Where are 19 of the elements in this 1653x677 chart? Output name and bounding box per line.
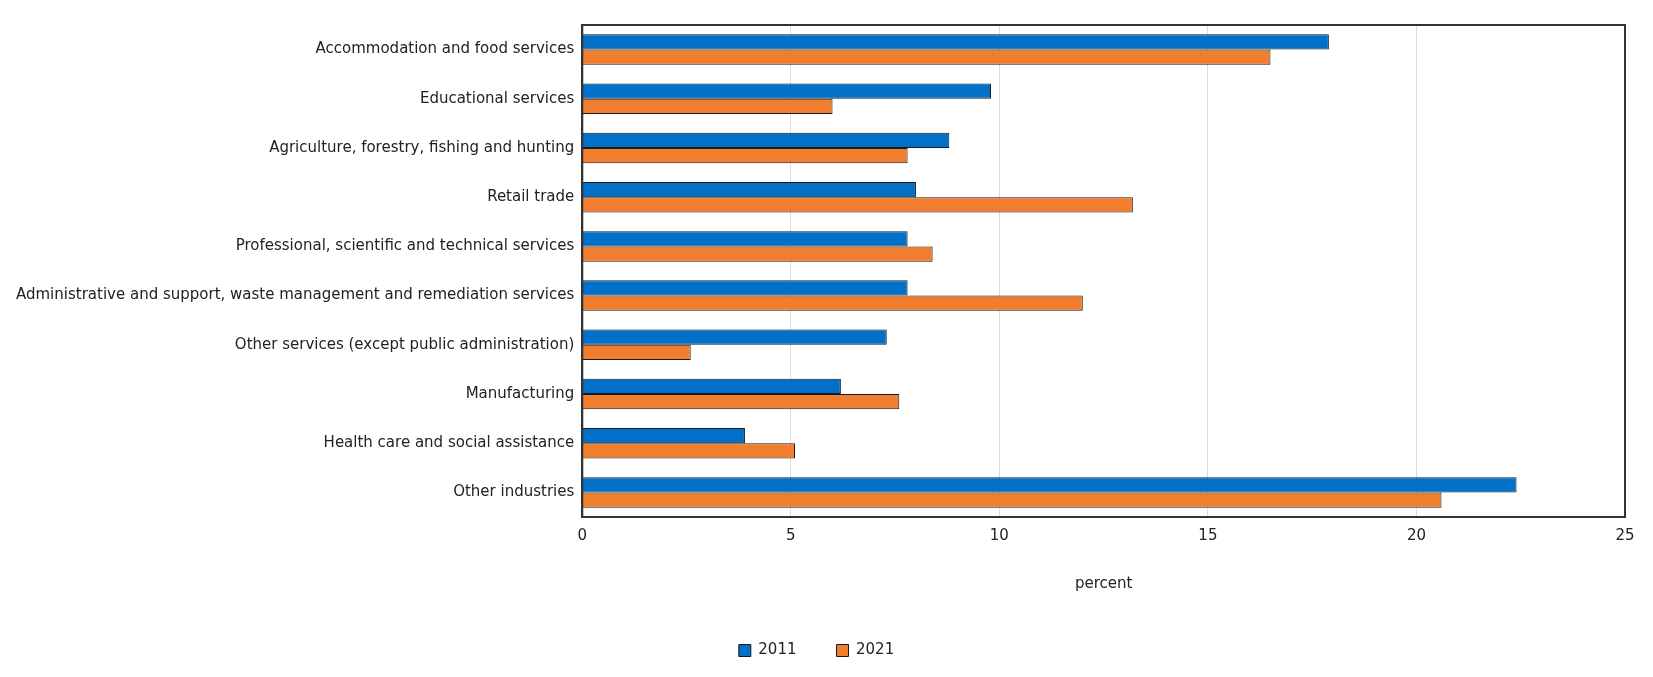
x-tick-label: 0: [577, 525, 588, 544]
x-axis-title: percent: [1074, 573, 1133, 592]
legend-label: 2011: [758, 640, 797, 659]
x-tick-label: 5: [786, 525, 796, 544]
y-tick-label: Other services (except public administration): [234, 334, 575, 353]
y-tick-label: Manufacturing: [465, 383, 575, 402]
y-tick-label: Agriculture, forestry, fishing and hunting: [269, 137, 575, 156]
y-tick-label: Educational services: [419, 88, 575, 107]
y-tick-label: Retail trade: [487, 187, 575, 206]
y-tick-label: Accommodation and food services: [315, 39, 575, 58]
x-tick-label: 25: [1615, 525, 1635, 544]
legend-label: 2021: [856, 640, 895, 659]
y-tick-label: Health care and social assistance: [323, 433, 575, 452]
x-tick-label: 20: [1406, 525, 1426, 544]
x-tick-label: 10: [989, 525, 1009, 544]
x-tick-label: 15: [1198, 525, 1218, 544]
y-tick-label: Other industries: [453, 482, 575, 501]
y-tick-label: Professional, scientific and technical services: [235, 236, 575, 255]
y-tick-label: Administrative and support, waste management and remediation services: [15, 285, 575, 304]
